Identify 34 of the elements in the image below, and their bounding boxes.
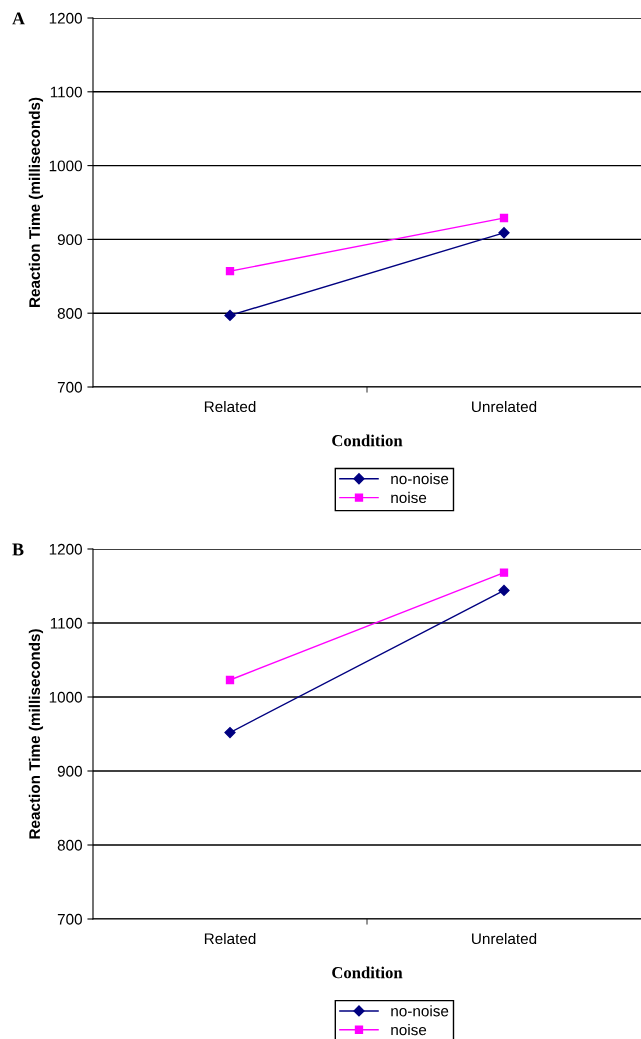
x-axis-title: Condition xyxy=(332,966,403,979)
x-tick-label: Related xyxy=(204,932,256,945)
point xyxy=(224,309,236,322)
legend-label: noise xyxy=(391,1024,427,1036)
point xyxy=(498,584,510,597)
y-tick-label: 1200 xyxy=(49,543,82,555)
y-tick-label: 1100 xyxy=(50,86,82,98)
y-axis-title: Reaction Time (milliseconds) xyxy=(28,97,44,308)
point xyxy=(499,213,509,223)
legend-label: noise xyxy=(391,491,427,504)
point xyxy=(498,227,510,239)
point xyxy=(225,266,235,276)
y-tick-label: 700 xyxy=(57,381,82,393)
point xyxy=(225,675,235,685)
y-tick-label: 1200 xyxy=(49,12,82,24)
y-tick-label: 800 xyxy=(57,308,82,319)
x-tick-label: Related xyxy=(204,400,256,413)
y-tick-label: 900 xyxy=(57,765,82,777)
y-tick-label: 1100 xyxy=(50,617,82,629)
point xyxy=(499,568,509,577)
x-tick-label: Unrelated xyxy=(472,400,537,413)
legend-label: no-noise xyxy=(391,473,449,485)
x-tick-label: Unrelated xyxy=(472,932,537,945)
legend-label: no-noise xyxy=(391,1005,449,1017)
point xyxy=(224,726,236,739)
chart-title: B xyxy=(12,543,24,556)
x-axis-title: Condition xyxy=(332,434,403,447)
y-tick-label: 1000 xyxy=(49,691,82,703)
chart-title: A xyxy=(12,12,25,25)
y-axis-title: Reaction Time (milliseconds) xyxy=(28,629,44,839)
y-tick-label: 1000 xyxy=(49,160,82,172)
y-tick-label: 900 xyxy=(57,234,82,246)
y-tick-label: 800 xyxy=(57,839,82,851)
y-tick-label: 700 xyxy=(57,913,82,925)
